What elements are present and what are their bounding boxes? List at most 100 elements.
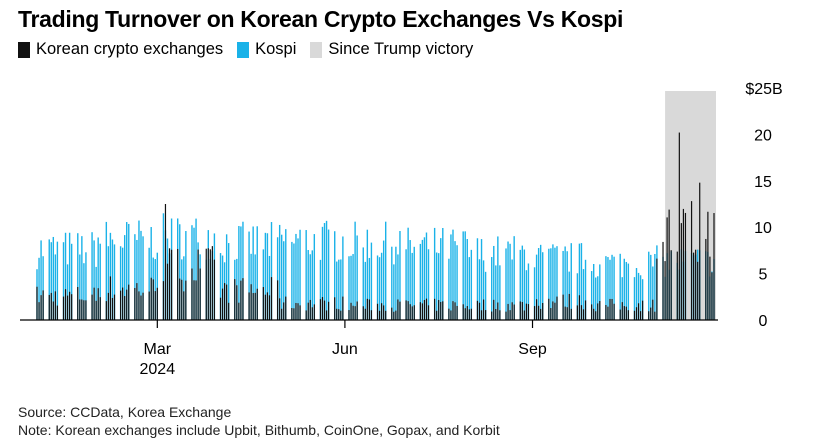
crypto-bar [664, 261, 666, 320]
kospi-bar [452, 229, 454, 320]
crypto-bar [527, 304, 530, 320]
legend-label-trump: Since Trump victory [328, 40, 474, 58]
legend-swatch-kospi [237, 41, 250, 58]
kospi-bar [83, 263, 85, 320]
crypto-bar [234, 279, 236, 320]
crypto-bar [676, 251, 678, 320]
kospi-bar [140, 230, 142, 320]
crypto-bar [540, 308, 542, 320]
y-tick-label: 20 [754, 127, 772, 144]
crypto-bar [391, 307, 393, 320]
crypto-bar [580, 305, 583, 320]
kospi-bar [342, 236, 344, 320]
kospi-bar [336, 261, 338, 320]
crypto-bar [362, 306, 364, 320]
crypto-bar [578, 295, 581, 320]
kospi-bar [440, 238, 442, 320]
crypto-bar [623, 306, 625, 320]
crypto-bar [299, 305, 301, 320]
crypto-bar [625, 306, 627, 320]
crypto-bar [266, 292, 269, 320]
crypto-bar [197, 249, 199, 320]
kospi-bar [362, 247, 364, 320]
crypto-bar [168, 248, 171, 320]
crypto-bar [109, 276, 112, 320]
crypto-bar [199, 268, 201, 320]
kospi-bar [77, 233, 79, 320]
kospi-bar [107, 246, 110, 320]
crypto-bar [177, 248, 179, 320]
crypto-bar [352, 305, 354, 320]
crypto-bar [468, 309, 470, 320]
crypto-bar [452, 301, 454, 320]
kospi-bar [368, 257, 371, 320]
crypto-bar [493, 299, 495, 320]
crypto-bar [697, 261, 699, 320]
crypto-bar [279, 298, 281, 320]
kospi-bar [313, 234, 316, 320]
crypto-bar [207, 248, 209, 320]
crypto-bar [205, 248, 207, 320]
crypto-bar [105, 301, 107, 320]
kospi-bar [407, 227, 409, 320]
kospi-bar [576, 273, 579, 320]
kospi-bar [513, 236, 515, 320]
chart-plot: 0 5 10 15 20 $25B Mar 2024 Jun Sep [20, 81, 783, 378]
crypto-bar [164, 204, 167, 320]
crypto-bar [38, 302, 40, 320]
crypto-bar [450, 310, 452, 320]
kospi-bar [448, 258, 450, 320]
kospi-bar [609, 259, 611, 320]
kospi-bar [399, 231, 401, 320]
crypto-bar [120, 290, 122, 320]
kospi-bar [476, 238, 479, 320]
kospi-bar [562, 250, 564, 320]
crypto-bar [248, 292, 250, 320]
crypto-bar [480, 310, 483, 320]
kospi-bar [348, 256, 350, 320]
kospi-bar [623, 258, 625, 320]
crypto-bar [607, 306, 609, 320]
crypto-bar [305, 310, 307, 320]
kospi-bar [442, 228, 444, 320]
crypto-bar [542, 302, 544, 320]
kospi-bar [327, 229, 330, 320]
crypto-bar [323, 300, 326, 320]
crypto-bar [509, 310, 511, 320]
kospi-bar [154, 259, 156, 320]
crypto-bar [436, 310, 438, 320]
kospi-bar [597, 276, 599, 320]
crypto-bar [393, 311, 395, 320]
crypto-bar [564, 306, 566, 320]
kospi-bar [395, 246, 397, 320]
kospi-bar [495, 265, 497, 320]
kospi-bar [150, 227, 152, 320]
crypto-bar [521, 302, 523, 320]
kospi-bar [128, 223, 130, 320]
crypto-bar [440, 301, 442, 320]
kospi-bar [266, 233, 269, 320]
crypto-bar [183, 291, 185, 320]
y-tick-label: 5 [759, 267, 768, 284]
crypto-bar [319, 299, 322, 320]
crypto-bar [611, 298, 613, 320]
crypto-bar [395, 310, 397, 320]
crypto-bar [407, 301, 409, 320]
crypto-bar [283, 302, 285, 320]
crypto-bar [154, 291, 156, 320]
chart-title: Trading Turnover on Korean Crypto Exchan… [18, 6, 624, 32]
crypto-bar [124, 296, 126, 320]
kospi-bar [493, 245, 495, 320]
crypto-bar [209, 249, 211, 320]
crypto-bar [495, 308, 497, 320]
crypto-bar [485, 310, 487, 320]
crypto-bar [666, 217, 668, 320]
crypto-bar [36, 286, 38, 320]
kospi-bar [509, 243, 511, 320]
crypto-bar [219, 297, 222, 320]
crypto-bar [595, 311, 597, 320]
kospi-bar [425, 232, 428, 320]
crypto-bar [238, 302, 240, 320]
crypto-bar [81, 299, 83, 320]
kospi-bar [278, 224, 281, 320]
